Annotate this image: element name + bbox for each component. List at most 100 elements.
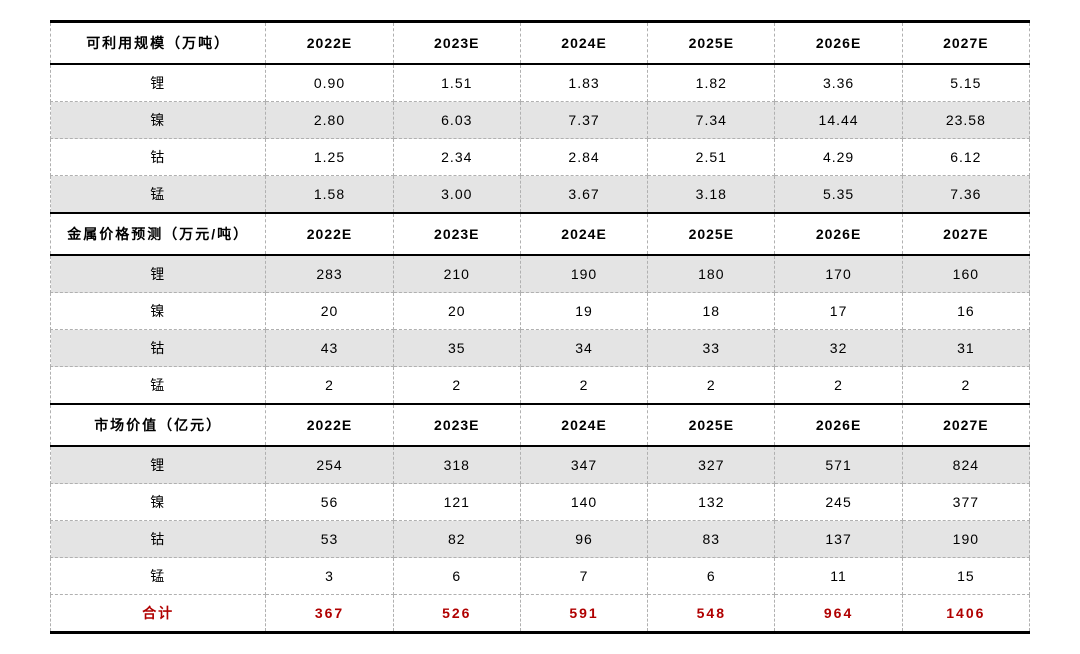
cell: 2 bbox=[902, 367, 1029, 405]
cell: 283 bbox=[266, 255, 393, 293]
cell: 132 bbox=[648, 484, 775, 521]
cell: 180 bbox=[648, 255, 775, 293]
cell: 7 bbox=[520, 558, 647, 595]
table-row: 锰 1.58 3.00 3.67 3.18 5.35 7.36 bbox=[51, 176, 1030, 214]
cell: 6.12 bbox=[902, 139, 1029, 176]
cell: 3.67 bbox=[520, 176, 647, 214]
cell: 34 bbox=[520, 330, 647, 367]
cell: 17 bbox=[775, 293, 902, 330]
cell: 16 bbox=[902, 293, 1029, 330]
cell: 1.58 bbox=[266, 176, 393, 214]
row-label: 钴 bbox=[51, 521, 266, 558]
metals-forecast-table: 可利用规模（万吨） 2022E 2023E 2024E 2025E 2026E … bbox=[50, 20, 1030, 634]
row-label: 镍 bbox=[51, 102, 266, 139]
row-label: 锰 bbox=[51, 367, 266, 405]
section-title: 金属价格预测（万元/吨） bbox=[51, 213, 266, 255]
total-cell: 1406 bbox=[902, 595, 1029, 633]
total-label: 合计 bbox=[51, 595, 266, 633]
col-year: 2027E bbox=[902, 404, 1029, 446]
col-year: 2023E bbox=[393, 213, 520, 255]
cell: 2 bbox=[775, 367, 902, 405]
col-year: 2026E bbox=[775, 213, 902, 255]
table-row: 镍 20 20 19 18 17 16 bbox=[51, 293, 1030, 330]
section-header-market-value: 市场价值（亿元） 2022E 2023E 2024E 2025E 2026E 2… bbox=[51, 404, 1030, 446]
row-label: 镍 bbox=[51, 484, 266, 521]
cell: 1.25 bbox=[266, 139, 393, 176]
cell: 2 bbox=[393, 367, 520, 405]
cell: 571 bbox=[775, 446, 902, 484]
cell: 121 bbox=[393, 484, 520, 521]
table-row: 锰 2 2 2 2 2 2 bbox=[51, 367, 1030, 405]
table-row: 钴 53 82 96 83 137 190 bbox=[51, 521, 1030, 558]
total-cell: 591 bbox=[520, 595, 647, 633]
total-row: 合计 367 526 591 548 964 1406 bbox=[51, 595, 1030, 633]
cell: 53 bbox=[266, 521, 393, 558]
cell: 140 bbox=[520, 484, 647, 521]
section-header-usable-scale: 可利用规模（万吨） 2022E 2023E 2024E 2025E 2026E … bbox=[51, 22, 1030, 65]
col-year: 2027E bbox=[902, 213, 1029, 255]
cell: 1.82 bbox=[648, 64, 775, 102]
cell: 190 bbox=[520, 255, 647, 293]
section-title: 可利用规模（万吨） bbox=[51, 22, 266, 65]
total-cell: 548 bbox=[648, 595, 775, 633]
cell: 31 bbox=[902, 330, 1029, 367]
cell: 3.36 bbox=[775, 64, 902, 102]
cell: 6 bbox=[648, 558, 775, 595]
table-row: 钴 1.25 2.34 2.84 2.51 4.29 6.12 bbox=[51, 139, 1030, 176]
cell: 210 bbox=[393, 255, 520, 293]
row-label: 钴 bbox=[51, 330, 266, 367]
cell: 7.36 bbox=[902, 176, 1029, 214]
cell: 2.34 bbox=[393, 139, 520, 176]
cell: 20 bbox=[266, 293, 393, 330]
total-cell: 367 bbox=[266, 595, 393, 633]
table-row: 镍 56 121 140 132 245 377 bbox=[51, 484, 1030, 521]
cell: 33 bbox=[648, 330, 775, 367]
cell: 2 bbox=[520, 367, 647, 405]
col-year: 2024E bbox=[520, 22, 647, 65]
cell: 5.35 bbox=[775, 176, 902, 214]
cell: 96 bbox=[520, 521, 647, 558]
table-row: 锰 3 6 7 6 11 15 bbox=[51, 558, 1030, 595]
cell: 19 bbox=[520, 293, 647, 330]
col-year: 2025E bbox=[648, 22, 775, 65]
table-row: 钴 43 35 34 33 32 31 bbox=[51, 330, 1030, 367]
col-year: 2027E bbox=[902, 22, 1029, 65]
cell: 245 bbox=[775, 484, 902, 521]
cell: 2.84 bbox=[520, 139, 647, 176]
col-year: 2026E bbox=[775, 404, 902, 446]
cell: 190 bbox=[902, 521, 1029, 558]
cell: 170 bbox=[775, 255, 902, 293]
total-cell: 526 bbox=[393, 595, 520, 633]
cell: 318 bbox=[393, 446, 520, 484]
col-year: 2025E bbox=[648, 404, 775, 446]
col-year: 2022E bbox=[266, 22, 393, 65]
row-label: 锂 bbox=[51, 446, 266, 484]
table-row: 锂 0.90 1.51 1.83 1.82 3.36 5.15 bbox=[51, 64, 1030, 102]
cell: 2.51 bbox=[648, 139, 775, 176]
cell: 137 bbox=[775, 521, 902, 558]
cell: 347 bbox=[520, 446, 647, 484]
cell: 7.37 bbox=[520, 102, 647, 139]
cell: 2 bbox=[266, 367, 393, 405]
col-year: 2022E bbox=[266, 404, 393, 446]
row-label: 钴 bbox=[51, 139, 266, 176]
cell: 4.29 bbox=[775, 139, 902, 176]
table-row: 锂 254 318 347 327 571 824 bbox=[51, 446, 1030, 484]
row-label: 镍 bbox=[51, 293, 266, 330]
cell: 18 bbox=[648, 293, 775, 330]
total-cell: 964 bbox=[775, 595, 902, 633]
cell: 6 bbox=[393, 558, 520, 595]
cell: 160 bbox=[902, 255, 1029, 293]
row-label: 锰 bbox=[51, 176, 266, 214]
col-year: 2024E bbox=[520, 213, 647, 255]
table-row: 镍 2.80 6.03 7.37 7.34 14.44 23.58 bbox=[51, 102, 1030, 139]
cell: 2.80 bbox=[266, 102, 393, 139]
cell: 32 bbox=[775, 330, 902, 367]
cell: 824 bbox=[902, 446, 1029, 484]
col-year: 2025E bbox=[648, 213, 775, 255]
section-title: 市场价值（亿元） bbox=[51, 404, 266, 446]
cell: 3.18 bbox=[648, 176, 775, 214]
col-year: 2022E bbox=[266, 213, 393, 255]
cell: 3.00 bbox=[393, 176, 520, 214]
cell: 11 bbox=[775, 558, 902, 595]
